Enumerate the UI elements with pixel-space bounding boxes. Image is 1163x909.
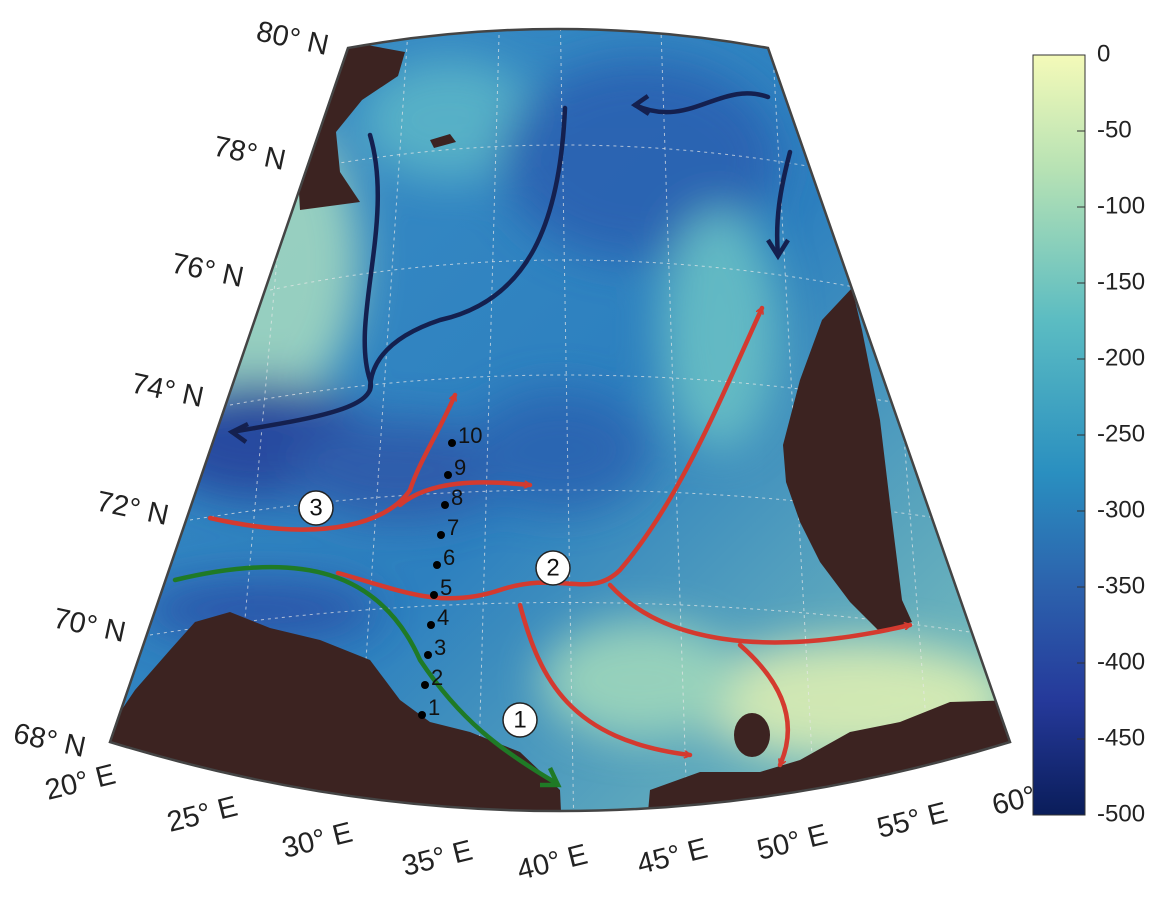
latitude-label: 78° N (211, 131, 289, 177)
station-label: 2 (431, 665, 443, 690)
station-dot (418, 711, 426, 719)
latitude-label: 68° N (11, 718, 89, 764)
current-number: 3 (309, 494, 322, 521)
station-dot (448, 439, 456, 447)
longitude-label: 20° E (42, 759, 119, 807)
station-dot (444, 471, 452, 479)
colorbar-label: -450 (1097, 724, 1145, 751)
station-dot (441, 501, 449, 509)
colorbar-label: -200 (1097, 344, 1145, 371)
station-label: 6 (443, 545, 455, 570)
current-number: 2 (546, 554, 559, 581)
latitude-label: 70° N (51, 603, 129, 649)
colorbar-label: -400 (1097, 648, 1145, 675)
longitude-label: 50° E (754, 819, 831, 867)
station-label: 7 (447, 515, 459, 540)
longitude-label: 30° E (279, 817, 356, 865)
station-label: 3 (434, 635, 446, 660)
station-dot (430, 591, 438, 599)
station-label: 10 (458, 423, 482, 448)
station-dot (427, 621, 435, 629)
colorbar-label: -50 (1097, 116, 1132, 143)
colorbar-label: -300 (1097, 496, 1145, 523)
colorbar-label: -500 (1097, 800, 1145, 827)
longitude-label: 25° E (164, 791, 241, 839)
longitude-label: 55° E (874, 797, 951, 845)
longitude-label: 40° E (514, 839, 591, 887)
station-dot (424, 651, 432, 659)
current-number: 1 (513, 706, 526, 733)
map-figure: 80° N 78° N 76° N 74° N 72° N 70° N 68° N20° E… (0, 0, 1163, 909)
station-dot (421, 681, 429, 689)
station-dot (437, 531, 445, 539)
station-label: 4 (437, 605, 449, 630)
longitude-label: 45° E (634, 833, 711, 881)
station-label: 8 (451, 485, 463, 510)
latitude-label: 74° N (129, 368, 207, 414)
station-label: 1 (428, 695, 440, 720)
colorbar-label: -350 (1097, 572, 1145, 599)
colorbar-label: -150 (1097, 268, 1145, 295)
colorbar-label: 0 (1097, 40, 1110, 67)
colorbar-label: -250 (1097, 420, 1145, 447)
station-label: 5 (440, 575, 452, 600)
latitude-label: 76° N (169, 248, 247, 294)
latitude-label: 72° N (94, 486, 172, 532)
station-dot (433, 561, 441, 569)
longitude-label: 35° E (399, 835, 476, 883)
colorbar-label: -100 (1097, 192, 1145, 219)
station-label: 9 (454, 455, 466, 480)
latitude-label: 80° N (254, 16, 332, 62)
